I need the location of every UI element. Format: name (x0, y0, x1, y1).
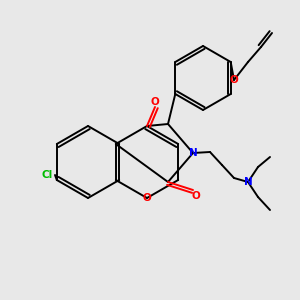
Text: O: O (142, 193, 152, 203)
Text: O: O (192, 191, 200, 201)
Text: N: N (244, 177, 252, 187)
Text: Cl: Cl (41, 170, 52, 180)
Text: O: O (151, 97, 159, 107)
Text: O: O (230, 75, 238, 85)
Text: N: N (189, 148, 197, 158)
